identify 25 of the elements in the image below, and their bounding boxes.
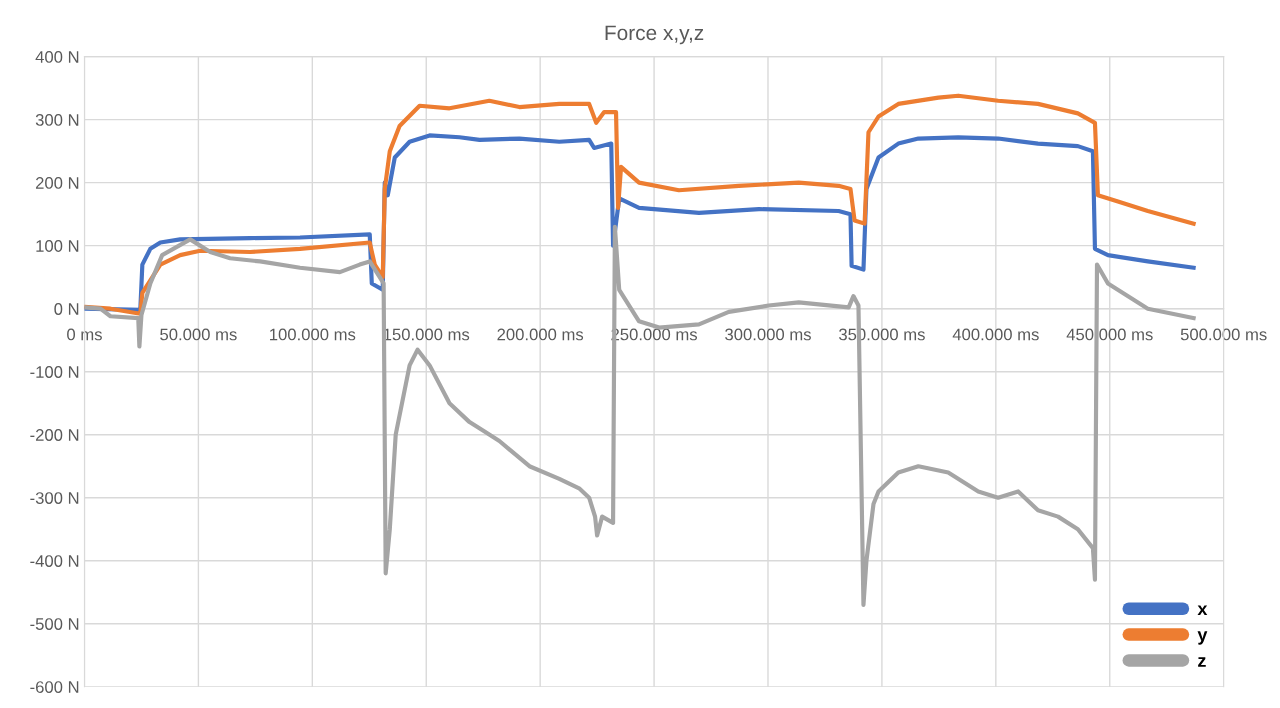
x-tick-label: 200.000 ms: [497, 328, 584, 341]
x-tick-label: 100.000 ms: [270, 328, 356, 341]
y-tick-label: 200 N: [35, 177, 79, 189]
y-tick-label: 300 N: [35, 114, 79, 126]
legend-label: y: [1197, 631, 1208, 645]
y-tick-label: -300 N: [30, 492, 79, 504]
y-tick-label: -100 N: [30, 366, 79, 378]
x-tick-label: 300.000 ms: [725, 328, 811, 341]
y-tick-label: 100 N: [36, 240, 79, 252]
x-tick-label: 450.000 ms: [1066, 328, 1153, 341]
chart-title: Force x,y,z: [605, 25, 704, 45]
x-tick-label: 50.000 ms: [160, 328, 237, 341]
x-tick-label: 150.000 ms: [383, 328, 470, 341]
x-tick-label: 400.000 ms: [952, 328, 1039, 341]
x-tick-label: 500.000 ms: [1180, 328, 1267, 341]
y-tick-label: 400 N: [35, 51, 79, 63]
legend-label: z: [1198, 657, 1206, 667]
y-tick-label: -600 N: [30, 681, 79, 693]
x-tick-label: 0 ms: [67, 328, 102, 341]
y-tick-label: -500 N: [30, 618, 79, 630]
legend-label: x: [1197, 605, 1208, 616]
y-tick-label: -200 N: [30, 429, 79, 441]
line-series: [84, 93, 1196, 316]
y-tick-label: -400 N: [30, 555, 79, 567]
y-tick-label: 0 N: [54, 303, 79, 315]
